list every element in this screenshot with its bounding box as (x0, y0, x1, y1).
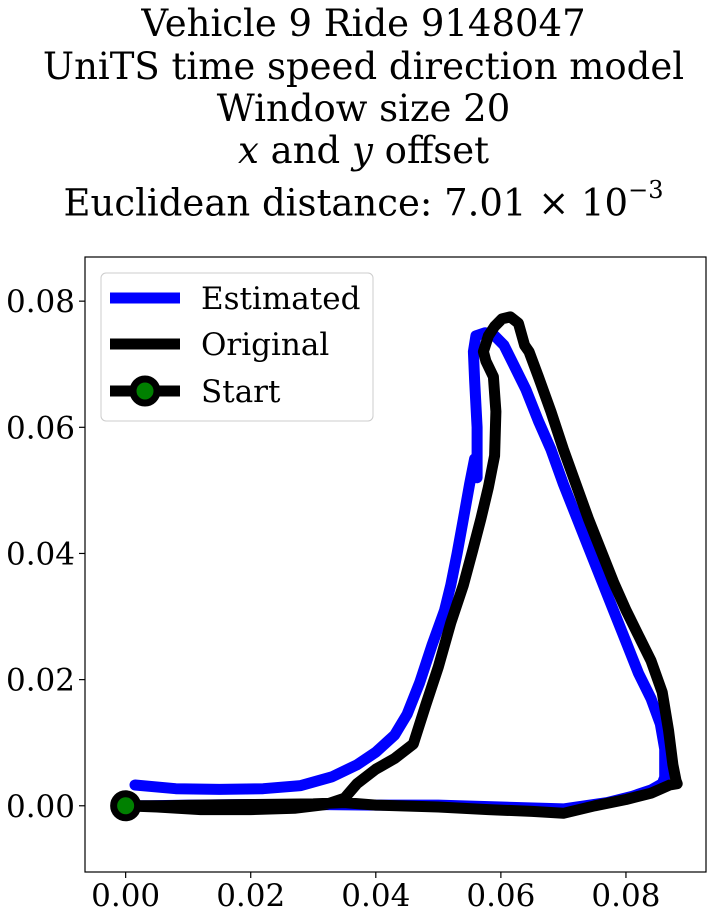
legend-label-original: Original (201, 327, 329, 363)
plot-area-frame (84, 256, 707, 873)
series-line-original (120, 311, 683, 819)
axis-ticks: 0.00 0.02 0.04 0.06 0.08 0.00 0.02 0.04 0.06 0.08 (6, 284, 660, 914)
title-line-1: Vehicle 9 Ride 9148047 (141, 2, 586, 45)
x-tick-label: 0.08 (591, 878, 660, 914)
title-distance-exponent: −3 (628, 176, 664, 204)
y-tick-label: 0.00 (6, 789, 75, 825)
y-tick-label: 0.02 (6, 663, 75, 699)
x-tick-label: 0.00 (91, 878, 160, 914)
x-tick-label: 0.02 (216, 878, 285, 914)
start-point-marker (110, 790, 142, 822)
y-tick-label: 0.04 (6, 536, 75, 572)
legend-frame (100, 272, 374, 422)
legend: Estimated Original Start (100, 272, 374, 422)
x-tick-label: 0.04 (341, 878, 410, 914)
title-and: and (258, 129, 352, 172)
title-line-2: UniTS time speed direction model (42, 45, 685, 88)
title-var-x: x (238, 129, 259, 172)
title-line-3: Window size 20 (216, 87, 511, 130)
title-offset: offset (372, 129, 489, 172)
title-line-5: Euclidean distance: 7.01 × 10−3 (0, 172, 727, 225)
legend-label-estimated: Estimated (201, 281, 360, 317)
chart-title: Vehicle 9 Ride 9148047 UniTS time speed … (0, 0, 727, 230)
series-layer (110, 311, 683, 822)
title-distance: Euclidean distance: 7.01 × 10 (63, 181, 629, 225)
title-var-y: y (352, 129, 373, 172)
title-line-4: x and y offset (0, 129, 727, 173)
legend-start-marker (129, 375, 161, 407)
y-tick-label: 0.08 (6, 284, 75, 320)
x-tick-label: 0.06 (466, 878, 535, 914)
series-group (110, 311, 683, 822)
y-tick-label: 0.06 (6, 410, 75, 446)
legend-label-start: Start (201, 374, 281, 410)
